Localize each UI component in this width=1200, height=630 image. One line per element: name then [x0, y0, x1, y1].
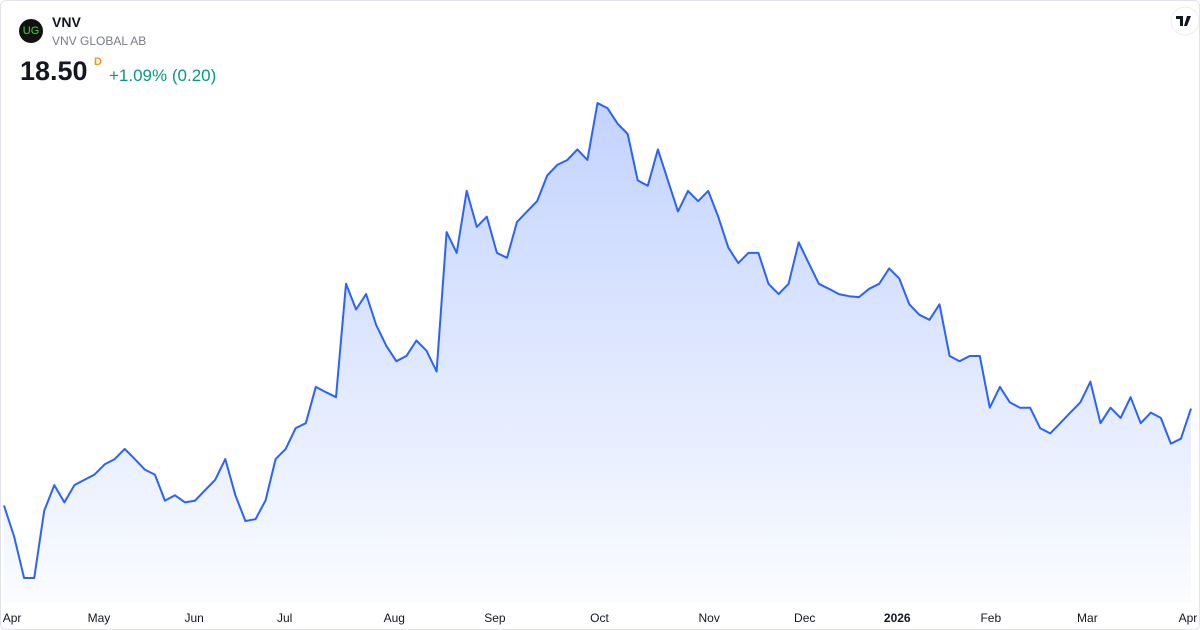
price-line [3, 102, 1192, 579]
x-tick-label: Jul [277, 611, 292, 625]
symbol-logo: UG [19, 19, 43, 43]
symbol: VNV [52, 14, 81, 30]
x-tick-label: Apr [1179, 611, 1198, 625]
area-fill [4, 103, 1191, 603]
x-tick-label: Nov [698, 611, 719, 625]
x-tick-label: Sep [484, 611, 506, 625]
price-change: +1.09% (0.20) [109, 66, 217, 85]
x-tick-label: Aug [384, 611, 405, 625]
x-tick-label: Jun [184, 611, 203, 625]
x-tick-label: 2026 [884, 611, 911, 625]
last-price: 18.50 [20, 56, 88, 86]
x-tick-label: Apr [3, 611, 22, 625]
x-tick-label: May [88, 611, 111, 625]
tradingview-logo[interactable] [1170, 6, 1199, 36]
x-tick-label: Feb [980, 611, 1001, 625]
x-tick-label: Oct [590, 611, 609, 625]
x-tick-label: Mar [1077, 611, 1098, 625]
company-name: VNV GLOBAL AB [52, 34, 147, 48]
interval: D [94, 56, 102, 68]
x-tick-label: Dec [794, 611, 815, 625]
